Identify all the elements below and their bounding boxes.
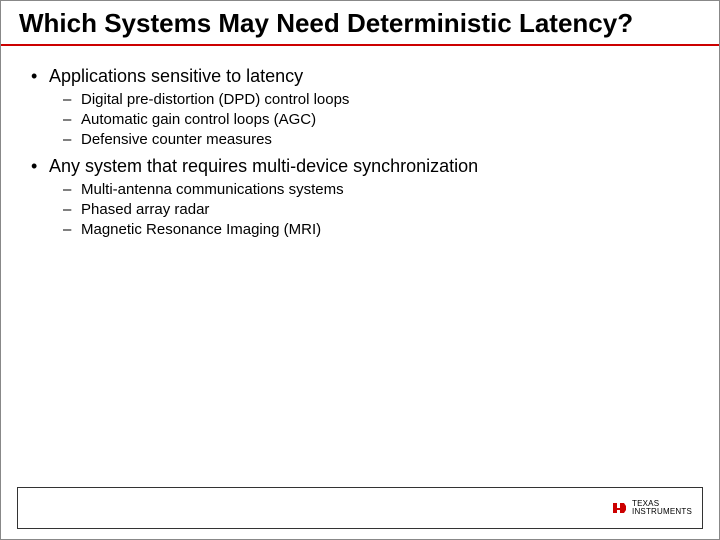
- list-item-text: Digital pre-distortion (DPD) control loo…: [81, 91, 349, 108]
- list-item: Multi-antenna communications systems: [63, 181, 699, 198]
- ti-logo-text: TEXAS INSTRUMENTS: [632, 500, 692, 516]
- slide: Which Systems May Need Deterministic Lat…: [0, 0, 720, 540]
- ti-chip-icon: [612, 500, 628, 516]
- list-item-text: Magnetic Resonance Imaging (MRI): [81, 221, 321, 238]
- list-item-text: Any system that requires multi-device sy…: [49, 156, 478, 176]
- bullet-list-level1: Applications sensitive to latency Digita…: [31, 66, 699, 238]
- list-item: Phased array radar: [63, 201, 699, 218]
- slide-title: Which Systems May Need Deterministic Lat…: [1, 1, 719, 44]
- bullet-list-level2: Digital pre-distortion (DPD) control loo…: [63, 91, 699, 148]
- list-item: Any system that requires multi-device sy…: [31, 156, 699, 238]
- list-item-text: Phased array radar: [81, 201, 209, 218]
- ti-logo: TEXAS INSTRUMENTS: [612, 500, 692, 516]
- list-item-text: Automatic gain control loops (AGC): [81, 111, 316, 128]
- list-item: Defensive counter measures: [63, 131, 699, 148]
- slide-content: Applications sensitive to latency Digita…: [1, 46, 719, 238]
- list-item: Automatic gain control loops (AGC): [63, 111, 699, 128]
- footer-box: TEXAS INSTRUMENTS: [17, 487, 703, 529]
- logo-line2: INSTRUMENTS: [632, 508, 692, 516]
- list-item: Digital pre-distortion (DPD) control loo…: [63, 91, 699, 108]
- list-item-text: Defensive counter measures: [81, 131, 272, 148]
- list-item: Magnetic Resonance Imaging (MRI): [63, 221, 699, 238]
- list-item-text: Multi-antenna communications systems: [81, 181, 344, 198]
- bullet-list-level2: Multi-antenna communications systems Pha…: [63, 181, 699, 238]
- list-item-text: Applications sensitive to latency: [49, 66, 303, 86]
- list-item: Applications sensitive to latency Digita…: [31, 66, 699, 148]
